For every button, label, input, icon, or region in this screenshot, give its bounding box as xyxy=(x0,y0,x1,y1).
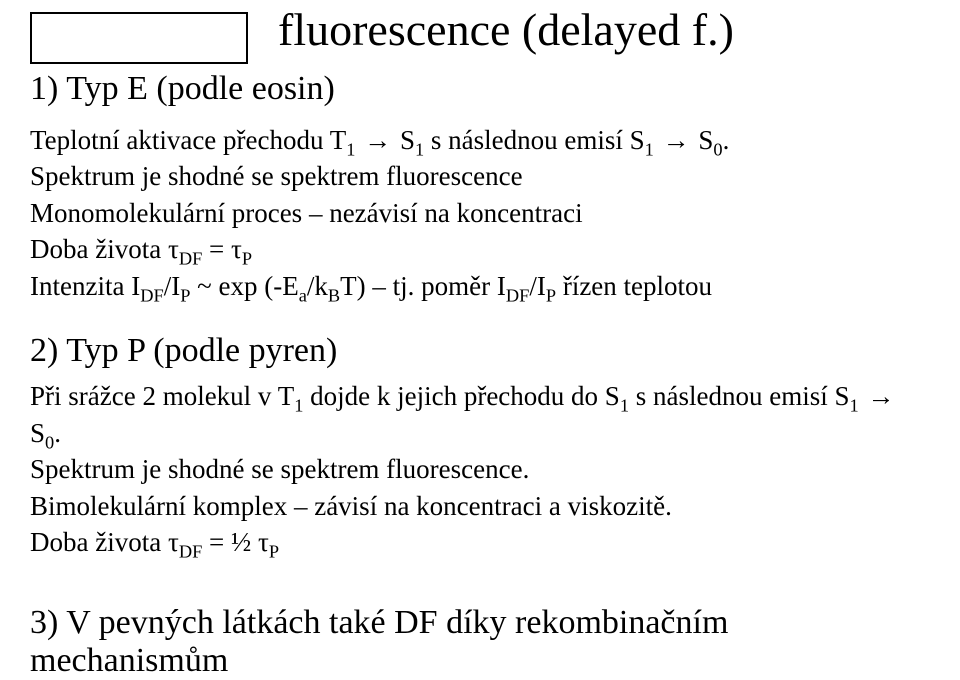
text-fragment: S xyxy=(692,125,714,155)
text-fragment: Doba života τ xyxy=(30,527,179,557)
text-fragment: Intenzita I xyxy=(30,271,140,301)
subscript: 1 xyxy=(645,139,654,159)
section1-line4: Doba života τDF = τP xyxy=(30,231,930,267)
arrow-icon: → xyxy=(661,125,692,155)
subscript: 0 xyxy=(45,432,54,452)
text-fragment: S xyxy=(393,125,415,155)
subscript: P xyxy=(180,285,190,305)
subscript: DF xyxy=(179,541,202,561)
section1-line5: Intenzita IDF/IP ~ exp (-Ea/kBT) – tj. p… xyxy=(30,268,930,304)
subscript: 1 xyxy=(346,139,355,159)
text-fragment: S xyxy=(30,418,45,448)
section2-heading: 2) Typ P (podle pyren) xyxy=(30,332,930,370)
text-fragment: Při srážce 2 molekul v T xyxy=(30,381,294,411)
text-fragment: Doba života τ xyxy=(30,234,179,264)
text-fragment: . xyxy=(54,418,61,448)
text-fragment: = τ xyxy=(202,234,242,264)
subscript: P xyxy=(242,249,252,269)
title-row: fluorescence (delayed f.) xyxy=(30,6,930,64)
subscript: P xyxy=(546,285,556,305)
section1-heading: 1) Typ E (podle eosin) xyxy=(30,70,930,108)
arrow-icon: → xyxy=(865,381,896,411)
subscript: 1 xyxy=(850,396,859,416)
section2-line2: Spektrum je shodné se spektrem fluoresce… xyxy=(30,451,930,487)
text-fragment: = ½ τ xyxy=(202,527,269,557)
section1-line1: Teplotní aktivace přechodu T1 → S1 s nás… xyxy=(30,122,930,158)
subscript: 1 xyxy=(294,396,303,416)
page-title: fluorescence (delayed f.) xyxy=(278,6,734,54)
subscript: DF xyxy=(179,249,202,269)
section2-line1: Při srážce 2 molekul v T1 dojde k jejich… xyxy=(30,378,930,451)
text-fragment: /I xyxy=(164,271,181,301)
title-empty-box xyxy=(30,12,248,64)
subscript: 1 xyxy=(620,396,629,416)
text-fragment: dojde k jejich přechodu do S xyxy=(303,381,619,411)
subscript: P xyxy=(269,541,279,561)
section3-heading: 3) V pevných látkách také DF díky rekomb… xyxy=(30,604,930,680)
text-fragment: /k xyxy=(307,271,328,301)
subscript: 1 xyxy=(415,139,424,159)
text-fragment: s následnou emisí S xyxy=(629,381,850,411)
text-fragment: T) – tj. poměr I xyxy=(340,271,506,301)
subscript: a xyxy=(299,285,307,305)
section1-line3: Monomolekulární proces – nezávisí na kon… xyxy=(30,195,930,231)
section2-line4: Doba života τDF = ½ τP xyxy=(30,524,930,560)
section1-line2: Spektrum je shodné se spektrem fluoresce… xyxy=(30,158,930,194)
text-fragment: s následnou emisí S xyxy=(424,125,645,155)
text-fragment: Teplotní aktivace přechodu T xyxy=(30,125,346,155)
subscript: 0 xyxy=(713,139,722,159)
text-fragment: řízen teplotou xyxy=(556,271,712,301)
arrow-icon: → xyxy=(362,125,393,155)
text-fragment: . xyxy=(723,125,730,155)
page: fluorescence (delayed f.) 1) Typ E (podl… xyxy=(0,0,960,624)
subscript: DF xyxy=(140,285,163,305)
subscript: DF xyxy=(506,285,529,305)
subscript: B xyxy=(328,285,340,305)
text-fragment: ~ exp (-E xyxy=(190,271,298,301)
section2-line3: Bimolekulární komplex – závisí na koncen… xyxy=(30,488,930,524)
text-fragment: /I xyxy=(529,271,546,301)
